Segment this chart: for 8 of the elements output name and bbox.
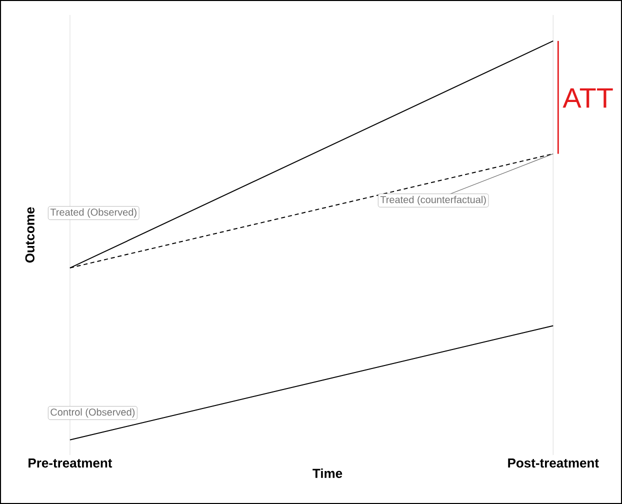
series-label: Treated (counterfactual) (380, 196, 486, 206)
x-axis-title: Time (312, 468, 342, 478)
annotation: ATT (562, 88, 613, 108)
x-tick-label: Post-treatment (508, 458, 599, 468)
series-label: Treated (Observed) (50, 208, 136, 218)
y-axis-title: Outcome (25, 207, 34, 263)
x-tick-label: Pre-treatment (28, 458, 112, 468)
series-label: Control (Observed) (50, 408, 135, 418)
